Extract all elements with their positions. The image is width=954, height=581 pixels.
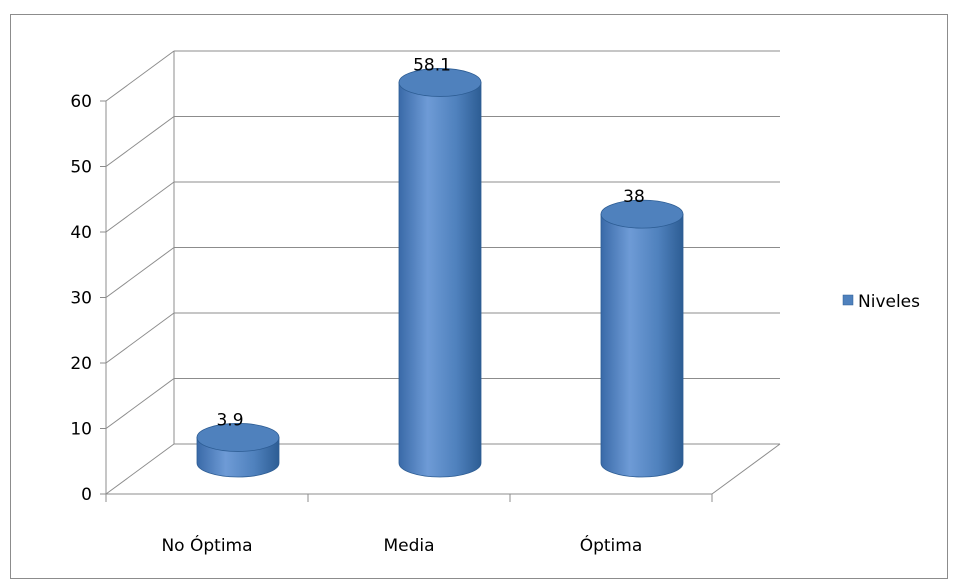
legend-label-niveles: Niveles [858,292,920,312]
legend: Niveles [842,292,920,312]
bar-top [600,199,684,229]
bar-body [398,82,482,478]
data-label: 38 [623,187,645,207]
bar-2 [398,68,482,478]
bar-body [600,213,684,478]
gridline-side [105,50,175,102]
gridline-side [105,181,175,233]
legend-swatch [842,294,854,306]
bar-top [196,423,280,452]
y-tick-label: 60 [70,92,92,112]
axes [100,100,713,502]
y-tick-label: 40 [70,223,92,243]
x-category-label: No Óptima [161,534,252,556]
y-tick-label: 30 [70,289,92,309]
labels: 0 10 20 30 40 50 60 3.9 58.1 38 No Óptima Media Ópti… [70,55,644,556]
gridline-side [105,116,175,167]
x-category-label: Media [383,536,434,556]
bar-top [398,68,482,97]
bars [196,68,684,478]
floor-right-edge [711,443,781,495]
gridline-side [105,312,175,364]
bar-3 [600,199,684,478]
data-label: 3.9 [216,410,243,430]
gridline-side [105,443,175,495]
gridline-side [105,378,175,429]
data-label: 58.1 [413,55,451,75]
y-tick-label: 10 [70,420,92,440]
gridline-side [105,247,175,298]
bar-1 [196,423,280,478]
y-tick-label: 20 [70,354,92,374]
x-category-label: Óptima [580,534,643,556]
y-tick-label: 50 [70,158,92,178]
y-tick-label: 0 [81,485,92,505]
